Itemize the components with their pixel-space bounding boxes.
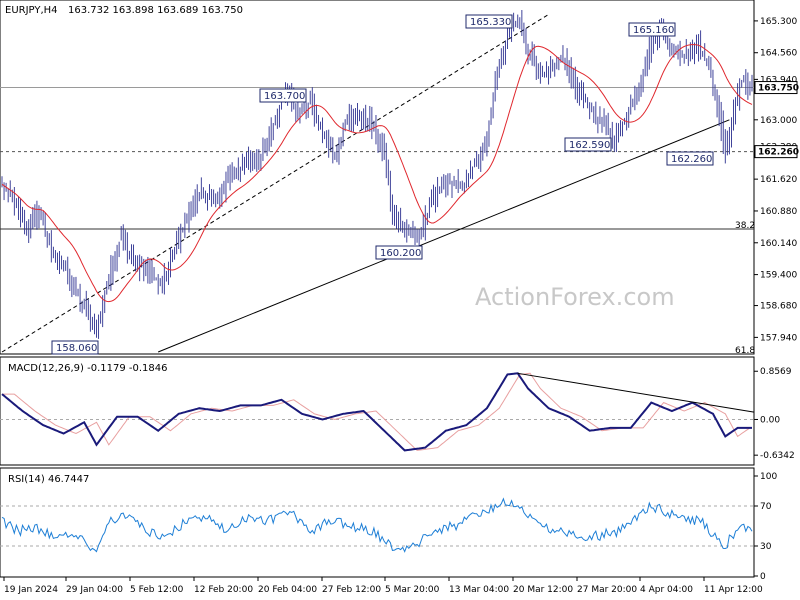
- price-annotation-box: [375, 245, 423, 260]
- time-tick-label: 12 Feb 20:00: [194, 585, 253, 595]
- watermark: ActionForex.com: [475, 283, 675, 311]
- price-tick-label: 165.300: [760, 17, 797, 27]
- macd-tick-label: 0.8569: [760, 367, 792, 377]
- price-panel-frame: [0, 0, 755, 355]
- time-tick-label: 5 Mar 20:00: [385, 585, 440, 595]
- time-tick-label: 20 Mar 12:00: [513, 585, 573, 595]
- price-annotation-label: 163.700: [264, 91, 305, 102]
- time-tick-label: 20 Feb 04:00: [258, 585, 317, 595]
- current-price-tag-box: [754, 81, 798, 95]
- fib-label-38: 38.2: [735, 221, 755, 231]
- rsi-tick-label: 30: [760, 542, 772, 552]
- price-annotations: 165.330 165.160 163.700 162.590 162.260 160.2…: [51, 14, 799, 355]
- time-tick-label: 29 Jan 04:00: [66, 585, 123, 595]
- price-annotation-box: [666, 151, 714, 166]
- rsi-panel-frame: [0, 467, 755, 578]
- time-tick-label: 27 Feb 12:00: [322, 585, 381, 595]
- price-tick-label: 157.940: [760, 333, 797, 343]
- price-gridlines: [0, 14, 754, 353]
- fib-label-61: 61.8: [735, 346, 755, 356]
- chart-header-ohlc: 163.732 163.898 163.689 163.750: [68, 5, 243, 16]
- moving-average-line: [1, 43, 753, 303]
- level-price-tag: 162.260: [758, 148, 799, 158]
- rsi-tick-label: 70: [760, 502, 772, 512]
- price-tick-label: 163.000: [760, 116, 797, 126]
- upper-channel-line: [1, 14, 549, 353]
- price-annotation-box: [259, 88, 307, 103]
- price-tick-label: 164.560: [760, 49, 797, 59]
- price-series: [1, 10, 753, 339]
- price-annotation-label: 165.160: [633, 25, 674, 36]
- time-tick-label: 19 Jan 2024: [4, 585, 58, 595]
- rising-trendline: [157, 119, 730, 353]
- macd-title: MACD(12,26,9) -0.1179 -0.1846: [8, 363, 168, 374]
- price-tick-label: 161.620: [760, 175, 797, 185]
- price-annotation-label: 160.200: [380, 248, 421, 259]
- price-tick-label: 159.400: [760, 271, 797, 281]
- time-tick-label: 4 Apr 04:00: [640, 585, 693, 595]
- price-tick-label: 160.140: [760, 239, 797, 249]
- price-annotation-label: 165.330: [470, 17, 511, 28]
- macd-trendline: [517, 372, 755, 413]
- macd-line: [1, 372, 752, 452]
- time-tick-label: 27 Mar 20:00: [577, 585, 637, 595]
- price-tick-label: 160.880: [760, 207, 797, 217]
- price-annotation-box: [465, 14, 513, 29]
- price-y-axis: 165.300164.560163.940163.000162.380161.6…: [754, 17, 797, 343]
- rsi-tick-label: 0: [760, 572, 766, 582]
- chart-header-symbol: EURJPY,H4: [5, 5, 58, 16]
- price-annotation-box: [628, 22, 676, 37]
- time-tick-label: 13 Mar 04:00: [449, 585, 509, 595]
- rsi-line: [1, 497, 753, 553]
- rsi-tick-label: 100: [760, 472, 777, 482]
- macd-tick-label: 0.00: [760, 415, 780, 425]
- price-annotation-box: [564, 137, 612, 152]
- price-tick-label: 163.940: [760, 75, 797, 85]
- rsi-series: 100 70 30 0: [0, 472, 777, 582]
- time-tick-label: 11 Apr 12:00: [704, 585, 763, 595]
- time-tick-label: 5 Feb 12:00: [130, 585, 184, 595]
- time-axis: 19 Jan 2024 29 Jan 04:00 5 Feb 12:00 12 Feb…: [3, 577, 763, 595]
- price-annotation-label: 162.590: [569, 140, 610, 151]
- price-annotation-label: 158.060: [56, 343, 97, 354]
- price-annotation-box: [51, 340, 99, 355]
- level-price-tag-box: [754, 145, 798, 159]
- macd-panel-frame: [0, 356, 755, 466]
- macd-tick-label: -0.6342: [760, 451, 795, 461]
- current-price-tag: 163.750: [758, 84, 799, 94]
- price-tick-label: 158.680: [760, 302, 797, 312]
- macd-series: 0.8569 0.00 -0.6342: [0, 367, 795, 461]
- price-annotation-label: 162.260: [671, 154, 712, 165]
- rsi-title: RSI(14) 46.7447: [8, 474, 89, 485]
